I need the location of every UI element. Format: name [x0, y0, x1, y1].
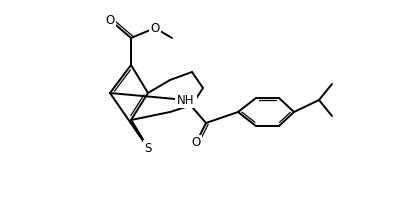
Text: O: O [105, 13, 115, 27]
Text: NH: NH [177, 93, 195, 107]
Text: S: S [144, 142, 152, 154]
Text: O: O [150, 22, 160, 34]
Text: O: O [191, 136, 201, 149]
